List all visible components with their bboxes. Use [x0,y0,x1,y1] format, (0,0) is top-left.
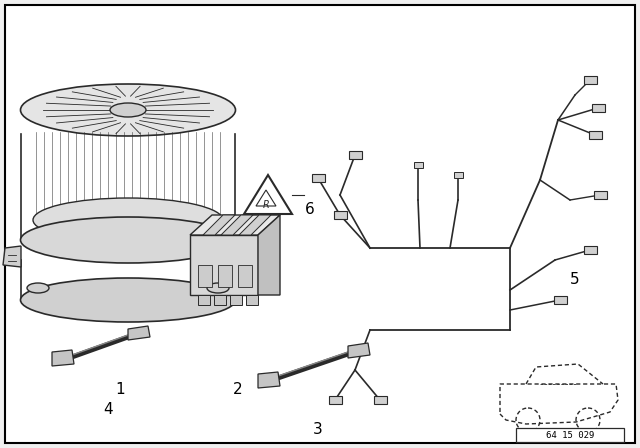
Bar [218,265,232,287]
Text: 3: 3 [313,422,323,438]
Bar [334,211,347,219]
Polygon shape [190,215,280,235]
Bar [516,428,624,442]
Polygon shape [244,175,292,214]
Bar [246,295,258,305]
Polygon shape [128,326,150,340]
Polygon shape [3,246,21,267]
Bar [214,295,226,305]
Bar [374,396,387,404]
Bar [592,104,605,112]
Ellipse shape [20,278,236,322]
Text: 4: 4 [103,402,113,418]
Ellipse shape [20,217,236,263]
Polygon shape [203,215,235,235]
Ellipse shape [207,283,229,293]
Bar [329,396,342,404]
Bar [312,174,325,182]
Bar [554,296,567,304]
Text: 5: 5 [570,272,580,288]
Bar [349,151,362,159]
Text: R: R [262,200,269,210]
Polygon shape [239,215,271,235]
Bar [414,162,423,168]
Polygon shape [258,372,280,388]
Bar [198,265,212,287]
Bar [589,131,602,139]
Bar [584,246,597,254]
Polygon shape [258,215,280,295]
Bar [190,235,258,295]
Bar [584,76,597,84]
Ellipse shape [33,198,223,242]
Bar [230,295,242,305]
Ellipse shape [27,283,49,293]
Ellipse shape [20,84,236,136]
Text: 64 15 029: 64 15 029 [546,431,594,439]
Bar [454,172,463,178]
Text: 6: 6 [305,202,315,217]
Text: 1: 1 [115,383,125,397]
Ellipse shape [110,103,146,117]
Polygon shape [348,343,370,358]
Bar [198,295,210,305]
Bar [594,191,607,199]
Polygon shape [52,350,74,366]
Polygon shape [221,215,253,235]
Bar [238,265,252,287]
Text: 2: 2 [233,383,243,397]
